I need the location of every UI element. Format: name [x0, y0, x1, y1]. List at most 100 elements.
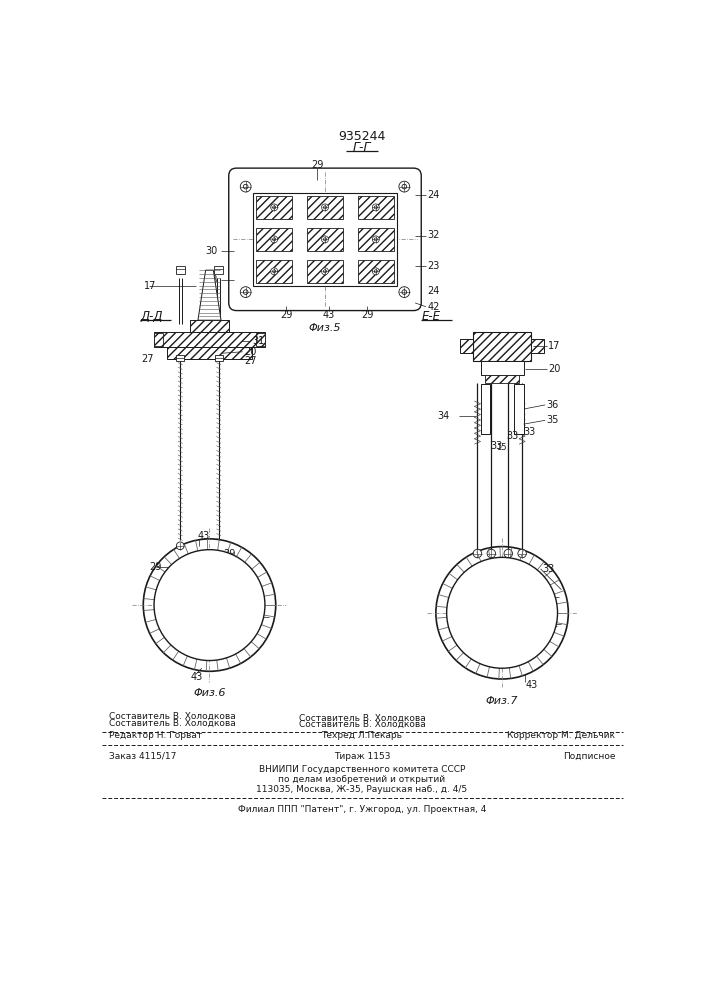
- Text: 42: 42: [248, 612, 260, 622]
- Text: Заказ 4115/17: Заказ 4115/17: [110, 752, 177, 761]
- Text: 43: 43: [322, 310, 335, 320]
- Text: 33: 33: [506, 431, 518, 441]
- Bar: [515, 384, 524, 434]
- Circle shape: [176, 542, 184, 550]
- Bar: [358, 260, 394, 283]
- Text: 42: 42: [547, 619, 559, 629]
- Circle shape: [374, 238, 378, 241]
- Circle shape: [373, 204, 379, 211]
- Text: 20: 20: [549, 364, 561, 374]
- Bar: [175, 266, 185, 274]
- Circle shape: [324, 270, 327, 273]
- Text: Е-Е: Е-Е: [421, 310, 440, 323]
- Bar: [308, 260, 343, 283]
- Text: 34: 34: [438, 411, 450, 421]
- Text: 27: 27: [244, 356, 257, 366]
- Text: 43: 43: [198, 531, 210, 541]
- Circle shape: [447, 557, 558, 668]
- Text: Д-Д: Д-Д: [140, 310, 163, 323]
- Text: 43: 43: [525, 680, 537, 690]
- Circle shape: [144, 539, 276, 671]
- Text: Составитель В. Холодкова: Составитель В. Холодкова: [298, 720, 426, 729]
- Bar: [308, 196, 343, 219]
- Text: по делам изобретений и открытий: по делам изобретений и открытий: [279, 775, 445, 784]
- Text: Филиал ППП "Патент", г. Ужгород, ул. Проектная, 4: Филиал ППП "Патент", г. Ужгород, ул. Про…: [238, 805, 486, 814]
- Bar: [214, 266, 223, 274]
- Circle shape: [324, 206, 327, 209]
- Circle shape: [243, 290, 248, 294]
- Text: 29: 29: [229, 577, 241, 587]
- Circle shape: [518, 549, 526, 558]
- Bar: [154, 333, 163, 346]
- Bar: [358, 196, 394, 219]
- Text: Составитель В. Холодкова: Составитель В. Холодкова: [110, 718, 236, 727]
- Bar: [460, 339, 473, 353]
- Bar: [190, 320, 229, 332]
- Text: Техред Л.Пекарь: Техред Л.Пекарь: [322, 732, 402, 740]
- Text: Редактор Н. Горват: Редактор Н. Горват: [110, 732, 203, 740]
- Text: 42: 42: [428, 302, 440, 312]
- FancyBboxPatch shape: [229, 168, 421, 311]
- Text: 935244: 935244: [338, 130, 385, 143]
- Text: 23: 23: [428, 261, 440, 271]
- Circle shape: [374, 206, 378, 209]
- Text: 32: 32: [428, 231, 440, 240]
- Text: Г-Г: Г-Г: [353, 141, 371, 154]
- Circle shape: [324, 238, 327, 241]
- Text: 29: 29: [311, 160, 324, 170]
- Bar: [481, 361, 524, 375]
- Circle shape: [399, 181, 409, 192]
- Text: 35: 35: [547, 415, 559, 425]
- Text: 17: 17: [549, 341, 561, 351]
- Circle shape: [374, 270, 378, 273]
- Bar: [167, 347, 252, 359]
- Circle shape: [373, 268, 379, 275]
- Text: 29: 29: [149, 562, 162, 572]
- Text: 28: 28: [205, 275, 217, 285]
- Text: Φиз.5: Φиз.5: [309, 323, 341, 333]
- Bar: [308, 228, 343, 251]
- Circle shape: [399, 287, 409, 297]
- Circle shape: [402, 184, 407, 189]
- Circle shape: [273, 270, 276, 273]
- Bar: [257, 228, 292, 251]
- Text: 29: 29: [223, 549, 235, 559]
- Text: 30: 30: [205, 246, 217, 256]
- Circle shape: [273, 238, 276, 241]
- Text: Подписное: Подписное: [563, 752, 615, 761]
- Text: 31: 31: [252, 336, 264, 346]
- Circle shape: [271, 236, 278, 243]
- Circle shape: [322, 204, 329, 211]
- Text: Составитель В. Холодкова: Составитель В. Холодкова: [110, 712, 236, 721]
- Circle shape: [243, 184, 248, 189]
- Circle shape: [322, 236, 329, 243]
- Circle shape: [473, 549, 481, 558]
- Circle shape: [402, 290, 407, 294]
- Text: 15: 15: [496, 443, 506, 452]
- Text: Φиз.6: Φиз.6: [193, 688, 226, 698]
- Text: 24: 24: [428, 190, 440, 200]
- Circle shape: [271, 268, 278, 275]
- Text: 24: 24: [428, 286, 440, 296]
- Text: 29: 29: [280, 310, 293, 320]
- Bar: [532, 339, 544, 353]
- Bar: [358, 228, 394, 251]
- Circle shape: [504, 549, 513, 558]
- Text: 29: 29: [361, 310, 373, 320]
- Text: 113035, Москва, Ж-35, Раушская наб., д. 4/5: 113035, Москва, Ж-35, Раушская наб., д. …: [257, 785, 467, 794]
- Text: Тираж 1153: Тираж 1153: [334, 752, 390, 761]
- Text: 33: 33: [524, 427, 536, 437]
- Circle shape: [436, 547, 568, 679]
- Circle shape: [154, 550, 265, 661]
- Bar: [485, 375, 519, 383]
- Text: 33: 33: [542, 564, 554, 574]
- Bar: [256, 333, 265, 346]
- Text: 17: 17: [144, 281, 156, 291]
- Bar: [215, 355, 223, 361]
- Bar: [481, 384, 490, 434]
- Circle shape: [273, 206, 276, 209]
- Bar: [176, 355, 184, 361]
- Bar: [253, 193, 397, 286]
- Circle shape: [322, 268, 329, 275]
- Text: Корректор М. Дельчик: Корректор М. Дельчик: [508, 732, 615, 740]
